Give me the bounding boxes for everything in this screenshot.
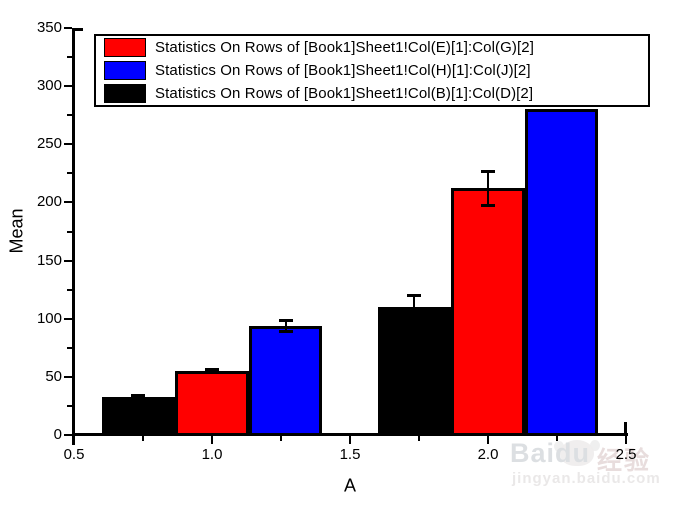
y-tick-label: 300 (36, 77, 62, 95)
x-major-tick (73, 436, 75, 444)
y-minor-tick (67, 346, 72, 349)
error-bar-cap (131, 396, 146, 400)
x-tick-label: 1.0 (201, 446, 223, 463)
x-major-tick (349, 436, 351, 444)
y-major-tick (64, 259, 72, 262)
error-bar-cap (131, 393, 146, 397)
legend: Statistics On Rows of [Book1]Sheet1!Col(… (94, 34, 650, 107)
baidu-paw-icon (554, 441, 564, 452)
y-tick-label: 200 (36, 193, 62, 211)
legend-label: Statistics On Rows of [Book1]Sheet1!Col(… (155, 84, 534, 102)
legend-item: Statistics On Rows of [Book1]Sheet1!Col(… (96, 60, 648, 82)
error-bar-cap (205, 370, 219, 374)
error-bar (284, 319, 287, 332)
legend-swatch-red (104, 38, 146, 58)
legend-label: Statistics On Rows of [Book1]Sheet1!Col(… (155, 62, 531, 79)
y-major-tick (64, 434, 72, 436)
legend-item: Statistics On Rows of [Book1]Sheet1!Col(… (96, 37, 648, 59)
x-minor-tick (418, 436, 420, 441)
error-bar-cap (407, 316, 422, 320)
y-tick-label: 100 (36, 309, 62, 327)
error-bar-cap (407, 294, 422, 298)
bar-series-0-group-1 (377, 307, 452, 436)
x-tick-label: 0.5 (63, 446, 85, 463)
x-major-tick (211, 436, 213, 444)
x-axis-line (72, 433, 628, 436)
y-tick-label: 150 (36, 251, 62, 269)
x-minor-tick (142, 436, 144, 441)
y-axis-line (72, 28, 75, 445)
error-bar-cap (278, 329, 293, 333)
error-bar (413, 295, 416, 319)
y-tick-label: 250 (36, 135, 62, 153)
y-tick-label: 50 (45, 367, 62, 385)
x-minor-tick (556, 436, 558, 441)
error-bar-cap (205, 368, 219, 372)
x-major-tick (487, 436, 489, 444)
y-minor-tick (67, 172, 72, 175)
x-major-tick (625, 436, 627, 444)
error-bar (487, 171, 489, 206)
baidu-paw-icon (560, 440, 594, 466)
bar-series-1-group-1 (451, 188, 525, 436)
watermark-badge-text: 经验 (597, 447, 652, 475)
x-axis-end-cap (624, 422, 627, 434)
y-minor-tick (67, 288, 72, 291)
error-bar-cap (481, 203, 495, 207)
legend-swatch-black (104, 83, 146, 103)
bar-series-1-group-0 (175, 371, 249, 436)
baidu-paw-icon (590, 440, 600, 451)
y-minor-tick (67, 114, 72, 117)
x-tick-label: 2.0 (477, 446, 499, 463)
y-axis-title: Mean (6, 208, 27, 254)
y-major-tick (64, 27, 72, 29)
bar-series-0-group-0 (101, 396, 176, 436)
y-major-tick (64, 317, 72, 320)
y-major-tick (64, 375, 72, 378)
x-minor-tick (280, 436, 282, 441)
x-tick-label: 1.5 (339, 446, 361, 463)
y-minor-tick (67, 404, 72, 407)
y-minor-tick (67, 56, 72, 59)
x-axis-title: A (343, 475, 357, 496)
legend-swatch-blue (104, 61, 146, 80)
bar-series-2-group-0 (248, 325, 323, 436)
error-bar-cap (278, 318, 293, 322)
bar-series-2-group-1 (524, 109, 599, 436)
legend-label: Statistics On Rows of [Book1]Sheet1!Col(… (155, 39, 534, 57)
x-tick-label: 2.5 (615, 446, 637, 463)
watermark-url-text: jingyan.baidu.com (512, 470, 661, 487)
legend-item: Statistics On Rows of [Book1]Sheet1!Col(… (96, 82, 648, 104)
y-major-tick (64, 143, 72, 146)
y-major-tick (64, 201, 72, 204)
y-axis-end-cap (75, 28, 83, 31)
y-minor-tick (67, 230, 72, 233)
error-bar-cap (481, 170, 495, 174)
watermark-brand-text: Baidu (510, 438, 591, 468)
y-tick-label: 350 (36, 19, 62, 36)
y-major-tick (64, 85, 72, 88)
y-tick-label: 0 (53, 426, 62, 443)
